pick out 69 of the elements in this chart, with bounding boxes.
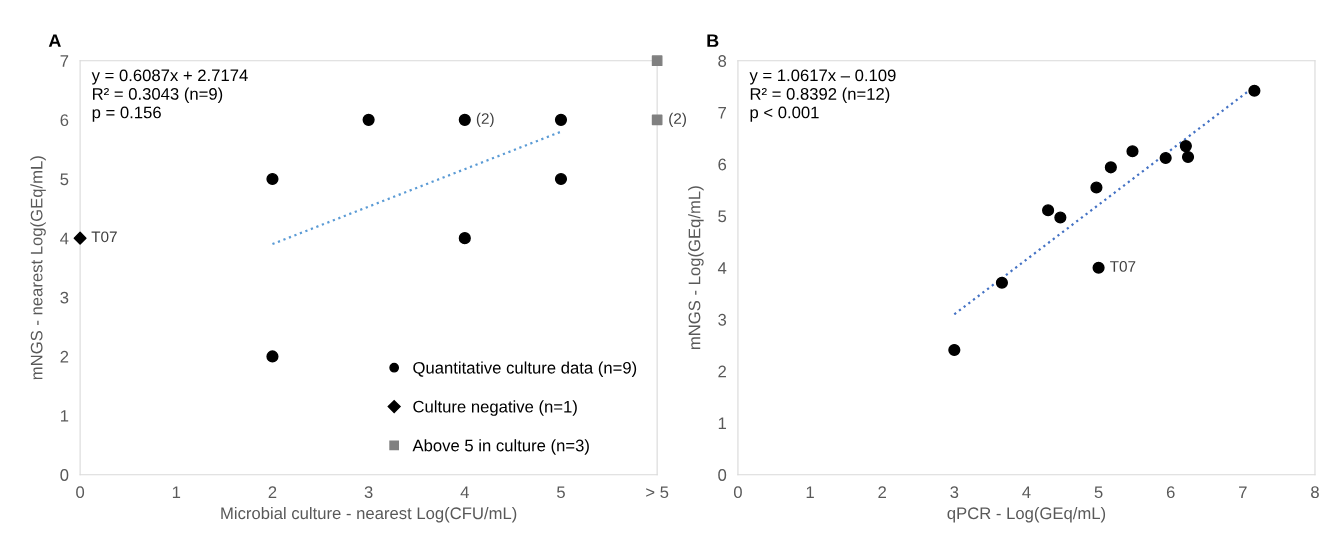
y-tick-label: 0 [718,469,727,481]
x-tick-label: 2 [878,486,886,498]
x-tick-label: 1 [172,486,181,498]
point [458,232,471,245]
y-tick-label: 6 [718,158,727,171]
y-tick-label: 6 [60,114,69,127]
x-tick-label: 7 [1239,486,1247,498]
x-tick-label: 1 [806,486,814,498]
y-tick-label: 7 [718,107,726,119]
x-tick-label: 0 [733,486,742,499]
x-tick-label: 8 [1311,486,1319,499]
point [948,343,961,357]
point [266,172,279,186]
point [1042,204,1055,217]
point [458,113,471,126]
point [1126,145,1139,158]
y-tick-label: 8 [718,55,727,67]
y-tick-label: 5 [60,173,69,186]
x-tick-label: 3 [950,486,959,499]
annotation: (2) [669,112,686,127]
point [651,55,663,67]
point [1179,140,1192,153]
annotation: T07 [1110,261,1136,272]
point [1090,181,1103,194]
chart-title: B [707,34,719,47]
point [266,350,279,363]
y-tick-label: 1 [718,417,727,430]
x-tick-label: 3 [364,486,373,499]
y-axis-title: mNGS - nearest Log(GEq/mL) [30,156,46,380]
point [1092,261,1105,274]
legend-label: Above 5 in culture (n=3) [412,439,589,455]
annotation: y = 0.6087x + 2.7174 R² = 0.3043 (n=9) p = 0.156 [91,69,248,122]
point [362,113,375,126]
x-tick-label: 5 [557,486,565,499]
legend-label: Culture negative (n=1) [413,400,577,416]
legend-label: Quantitative culture data (n=9) [413,361,637,377]
y-axis-title: mNGS - Log(GEq/mL) [688,186,704,350]
y-tick-label: 1 [60,410,69,422]
annotation: T07 [91,231,117,243]
y-tick-label: 3 [60,291,69,304]
point [1248,84,1261,97]
point [554,113,568,126]
annotation: (2) [476,112,494,127]
y-tick-label: 4 [717,262,727,274]
point [554,172,568,186]
y-tick-label: 2 [718,365,726,378]
point [1159,151,1172,165]
x-tick-label: 6 [1166,486,1175,499]
y-tick-label: 0 [60,469,69,481]
point [995,276,1009,289]
point [1054,211,1067,224]
x-tick-label: 4 [1022,486,1031,498]
y-tick-label: 7 [60,55,69,67]
x-axis-title: Microbial culture - nearest Log(CFU/mL) [221,506,517,523]
x-axis-title: qPCR - Log(GEq/mL) [947,506,1106,523]
annotation: y = 1.0617x – 0.109 R² = 0.8392 (n=12) p < 0.001 [749,69,896,122]
y-tick-label: 5 [718,210,727,223]
x-tick-label: 0 [76,486,85,499]
x-tick-label: 4 [460,486,469,498]
y-tick-label: 2 [60,350,69,363]
chart-title: A [48,34,61,47]
y-tick-label: 3 [718,313,727,326]
point [1104,161,1117,174]
point [73,231,87,245]
x-tick-label: 2 [268,486,277,498]
point [1181,150,1195,164]
y-tick-label: 4 [60,232,69,245]
x-tick-label: > 5 [646,486,669,499]
x-tick-label: 5 [1094,486,1103,499]
